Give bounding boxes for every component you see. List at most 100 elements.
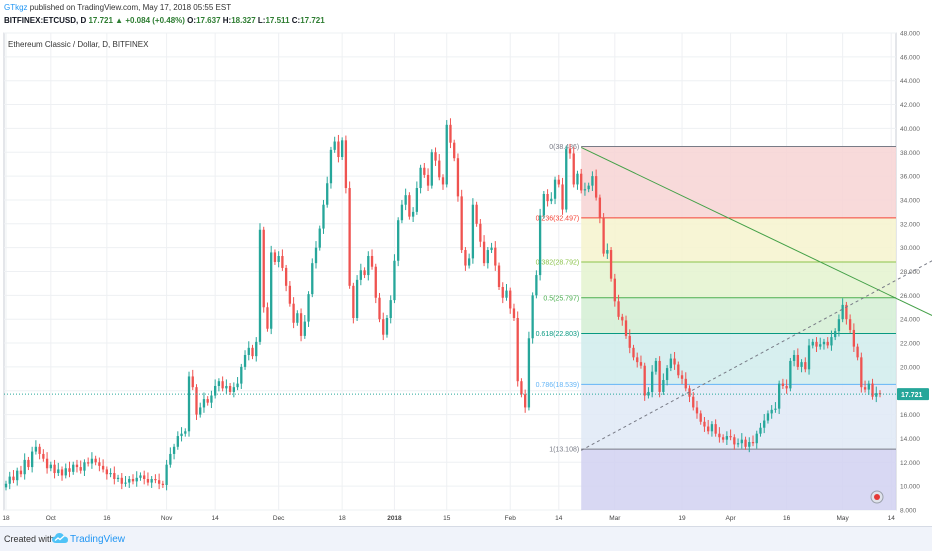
candle [501, 282, 504, 304]
candle [389, 295, 392, 324]
candle-body [329, 149, 333, 184]
candle [725, 431, 729, 446]
candle [299, 308, 303, 342]
candle-body [501, 287, 504, 298]
candle-body [400, 204, 404, 221]
candle [79, 460, 82, 474]
candle-body [113, 473, 116, 479]
candle-body [57, 469, 60, 474]
candle-body [314, 247, 318, 264]
candle-body [789, 360, 792, 389]
candle [90, 452, 94, 469]
candle-body [471, 204, 475, 259]
candle-body [228, 385, 232, 392]
candle [128, 476, 131, 488]
candle [307, 291, 310, 327]
candle [509, 287, 512, 314]
candle [718, 427, 721, 443]
candle [792, 350, 796, 367]
candle [288, 281, 292, 307]
candle [270, 245, 273, 335]
candle-body [587, 185, 590, 190]
candle-body [576, 173, 579, 185]
candle [53, 459, 56, 479]
x-tick-label: May [837, 515, 850, 522]
candle [199, 402, 202, 418]
candle [161, 480, 165, 488]
ohlc-line: BITFINEX:ETCUSD, D 17.721 ▲ +0.084 (+0.4… [4, 15, 325, 26]
candle [524, 389, 527, 413]
candle-body [624, 320, 628, 336]
candle [408, 192, 411, 220]
candle-body [284, 267, 288, 286]
candle [553, 176, 557, 205]
candle-body [740, 439, 743, 444]
fib-zone [581, 449, 896, 510]
candle-body [807, 345, 811, 370]
candle [385, 315, 389, 338]
candle-body [710, 424, 714, 432]
candle-body [456, 158, 460, 197]
fib-zone [581, 146, 896, 218]
candle-body [131, 478, 135, 482]
candle [176, 431, 179, 450]
candle [755, 430, 758, 449]
candle-body [777, 383, 781, 409]
candle [475, 201, 478, 227]
candle-body [546, 193, 549, 202]
tradingview-link[interactable]: TradingView [70, 534, 126, 545]
candle-body [632, 347, 635, 358]
y-tick-label: 26.000 [900, 293, 920, 300]
candle-body [695, 407, 699, 414]
candle-body [49, 464, 52, 469]
author-link[interactable]: GTkgz [4, 3, 28, 12]
candle [169, 447, 172, 468]
candle [598, 194, 602, 224]
candle [109, 468, 112, 478]
candle [449, 118, 452, 149]
candle [721, 434, 725, 443]
candle-body [101, 465, 105, 470]
candle-body [669, 358, 672, 369]
candle [38, 443, 41, 460]
candle-body [4, 483, 8, 488]
x-tick-label: 16 [783, 515, 791, 522]
candle [568, 143, 572, 159]
candle-body [796, 354, 799, 367]
candle-body [819, 344, 822, 347]
candle-body [72, 464, 75, 472]
candle-body [307, 294, 310, 322]
candle [404, 188, 407, 211]
candle [94, 455, 97, 466]
low-value: 17.511 [265, 16, 290, 25]
candle [583, 182, 587, 196]
candle-body [580, 173, 583, 191]
candle-body [374, 266, 377, 298]
candle-body [30, 451, 34, 468]
candle [572, 146, 575, 188]
candle-body [378, 297, 381, 320]
candle-body [389, 300, 392, 319]
candle-body [214, 385, 217, 396]
candle [647, 387, 650, 399]
x-tick-label: 19 [678, 515, 686, 522]
candle-body [202, 399, 206, 408]
candle-body [729, 436, 732, 438]
candle [546, 189, 549, 207]
candle [72, 461, 75, 475]
candle-body [176, 436, 179, 447]
candle [382, 312, 385, 341]
candle-body [639, 362, 643, 366]
candle-body [677, 364, 680, 376]
candle [42, 449, 45, 462]
candle-body [385, 318, 389, 335]
candle [658, 356, 661, 398]
candle-body [326, 183, 329, 205]
last-price-tag [897, 388, 929, 401]
candle-body [759, 427, 762, 434]
candle [766, 410, 770, 424]
price-chart[interactable]: 8.00010.00012.00014.00016.00018.00020.00… [0, 30, 932, 526]
candle-body [744, 439, 747, 447]
candle-body [128, 478, 131, 483]
candle [662, 373, 665, 395]
